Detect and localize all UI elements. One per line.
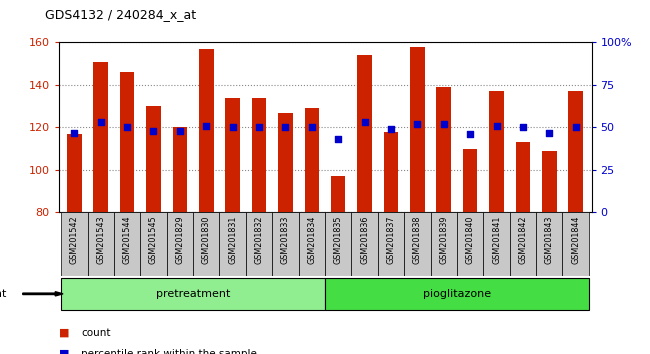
Bar xyxy=(140,212,166,276)
Text: GSM201832: GSM201832 xyxy=(255,216,263,264)
Bar xyxy=(457,212,484,276)
Bar xyxy=(437,87,451,212)
Point xyxy=(96,120,106,125)
Point xyxy=(439,121,449,127)
Point xyxy=(491,123,502,129)
Bar xyxy=(199,49,213,212)
Text: GSM201843: GSM201843 xyxy=(545,216,554,264)
Text: pretreatment: pretreatment xyxy=(156,289,230,299)
Bar xyxy=(510,212,536,276)
Text: percentile rank within the sample: percentile rank within the sample xyxy=(81,349,257,354)
Bar xyxy=(114,212,140,276)
Point xyxy=(412,121,423,127)
Text: GSM201841: GSM201841 xyxy=(492,216,501,264)
Text: GSM201833: GSM201833 xyxy=(281,216,290,264)
Text: ■: ■ xyxy=(58,349,69,354)
Bar xyxy=(305,108,319,212)
Bar xyxy=(220,212,246,276)
Bar xyxy=(384,132,398,212)
Bar xyxy=(272,212,298,276)
Bar xyxy=(378,212,404,276)
Point xyxy=(517,125,528,130)
Bar xyxy=(325,212,352,276)
Bar xyxy=(298,212,325,276)
Bar xyxy=(463,149,477,212)
Text: GSM201844: GSM201844 xyxy=(571,216,580,264)
Bar xyxy=(410,47,424,212)
Bar xyxy=(404,212,430,276)
Bar xyxy=(358,55,372,212)
Bar xyxy=(278,113,292,212)
Bar xyxy=(484,212,510,276)
Text: GSM201838: GSM201838 xyxy=(413,216,422,264)
Point xyxy=(385,126,396,132)
Bar xyxy=(325,278,589,310)
Text: GSM201830: GSM201830 xyxy=(202,216,211,264)
Text: GSM201543: GSM201543 xyxy=(96,216,105,264)
Text: GSM201542: GSM201542 xyxy=(70,216,79,264)
Text: GSM201842: GSM201842 xyxy=(519,216,527,264)
Text: count: count xyxy=(81,328,110,338)
Bar xyxy=(542,151,556,212)
Bar xyxy=(536,212,562,276)
Text: agent: agent xyxy=(0,289,6,299)
Point xyxy=(465,131,475,137)
Text: GSM201835: GSM201835 xyxy=(333,216,343,264)
Point xyxy=(201,123,211,129)
Point xyxy=(333,137,343,142)
Bar xyxy=(146,106,161,212)
Text: GSM201834: GSM201834 xyxy=(307,216,317,264)
Point xyxy=(227,125,238,130)
Bar xyxy=(88,212,114,276)
Bar xyxy=(173,127,187,212)
Bar xyxy=(120,72,135,212)
Text: GSM201544: GSM201544 xyxy=(123,216,131,264)
Bar xyxy=(226,98,240,212)
Bar xyxy=(94,62,108,212)
Point xyxy=(280,125,291,130)
Point xyxy=(254,125,265,130)
Bar xyxy=(489,91,504,212)
Point xyxy=(571,125,581,130)
Text: GDS4132 / 240284_x_at: GDS4132 / 240284_x_at xyxy=(46,8,196,21)
Text: pioglitazone: pioglitazone xyxy=(423,289,491,299)
Point xyxy=(544,130,554,135)
Point xyxy=(175,128,185,134)
Bar xyxy=(61,278,325,310)
Text: GSM201829: GSM201829 xyxy=(176,216,185,264)
Point xyxy=(359,120,370,125)
Text: GSM201831: GSM201831 xyxy=(228,216,237,264)
Point xyxy=(148,128,159,134)
Point xyxy=(122,125,133,130)
Bar xyxy=(193,212,220,276)
Text: GSM201840: GSM201840 xyxy=(465,216,474,264)
Bar xyxy=(430,212,457,276)
Bar xyxy=(331,176,345,212)
Text: GSM201836: GSM201836 xyxy=(360,216,369,264)
Text: GSM201839: GSM201839 xyxy=(439,216,448,264)
Text: ■: ■ xyxy=(58,328,69,338)
Bar xyxy=(352,212,378,276)
Bar xyxy=(562,212,589,276)
Point xyxy=(69,130,79,135)
Bar xyxy=(246,212,272,276)
Bar xyxy=(67,134,82,212)
Bar xyxy=(568,91,583,212)
Bar xyxy=(252,98,266,212)
Text: GSM201837: GSM201837 xyxy=(387,216,395,264)
Text: GSM201545: GSM201545 xyxy=(149,216,158,264)
Point xyxy=(307,125,317,130)
Bar xyxy=(61,212,88,276)
Bar xyxy=(515,142,530,212)
Bar xyxy=(166,212,193,276)
